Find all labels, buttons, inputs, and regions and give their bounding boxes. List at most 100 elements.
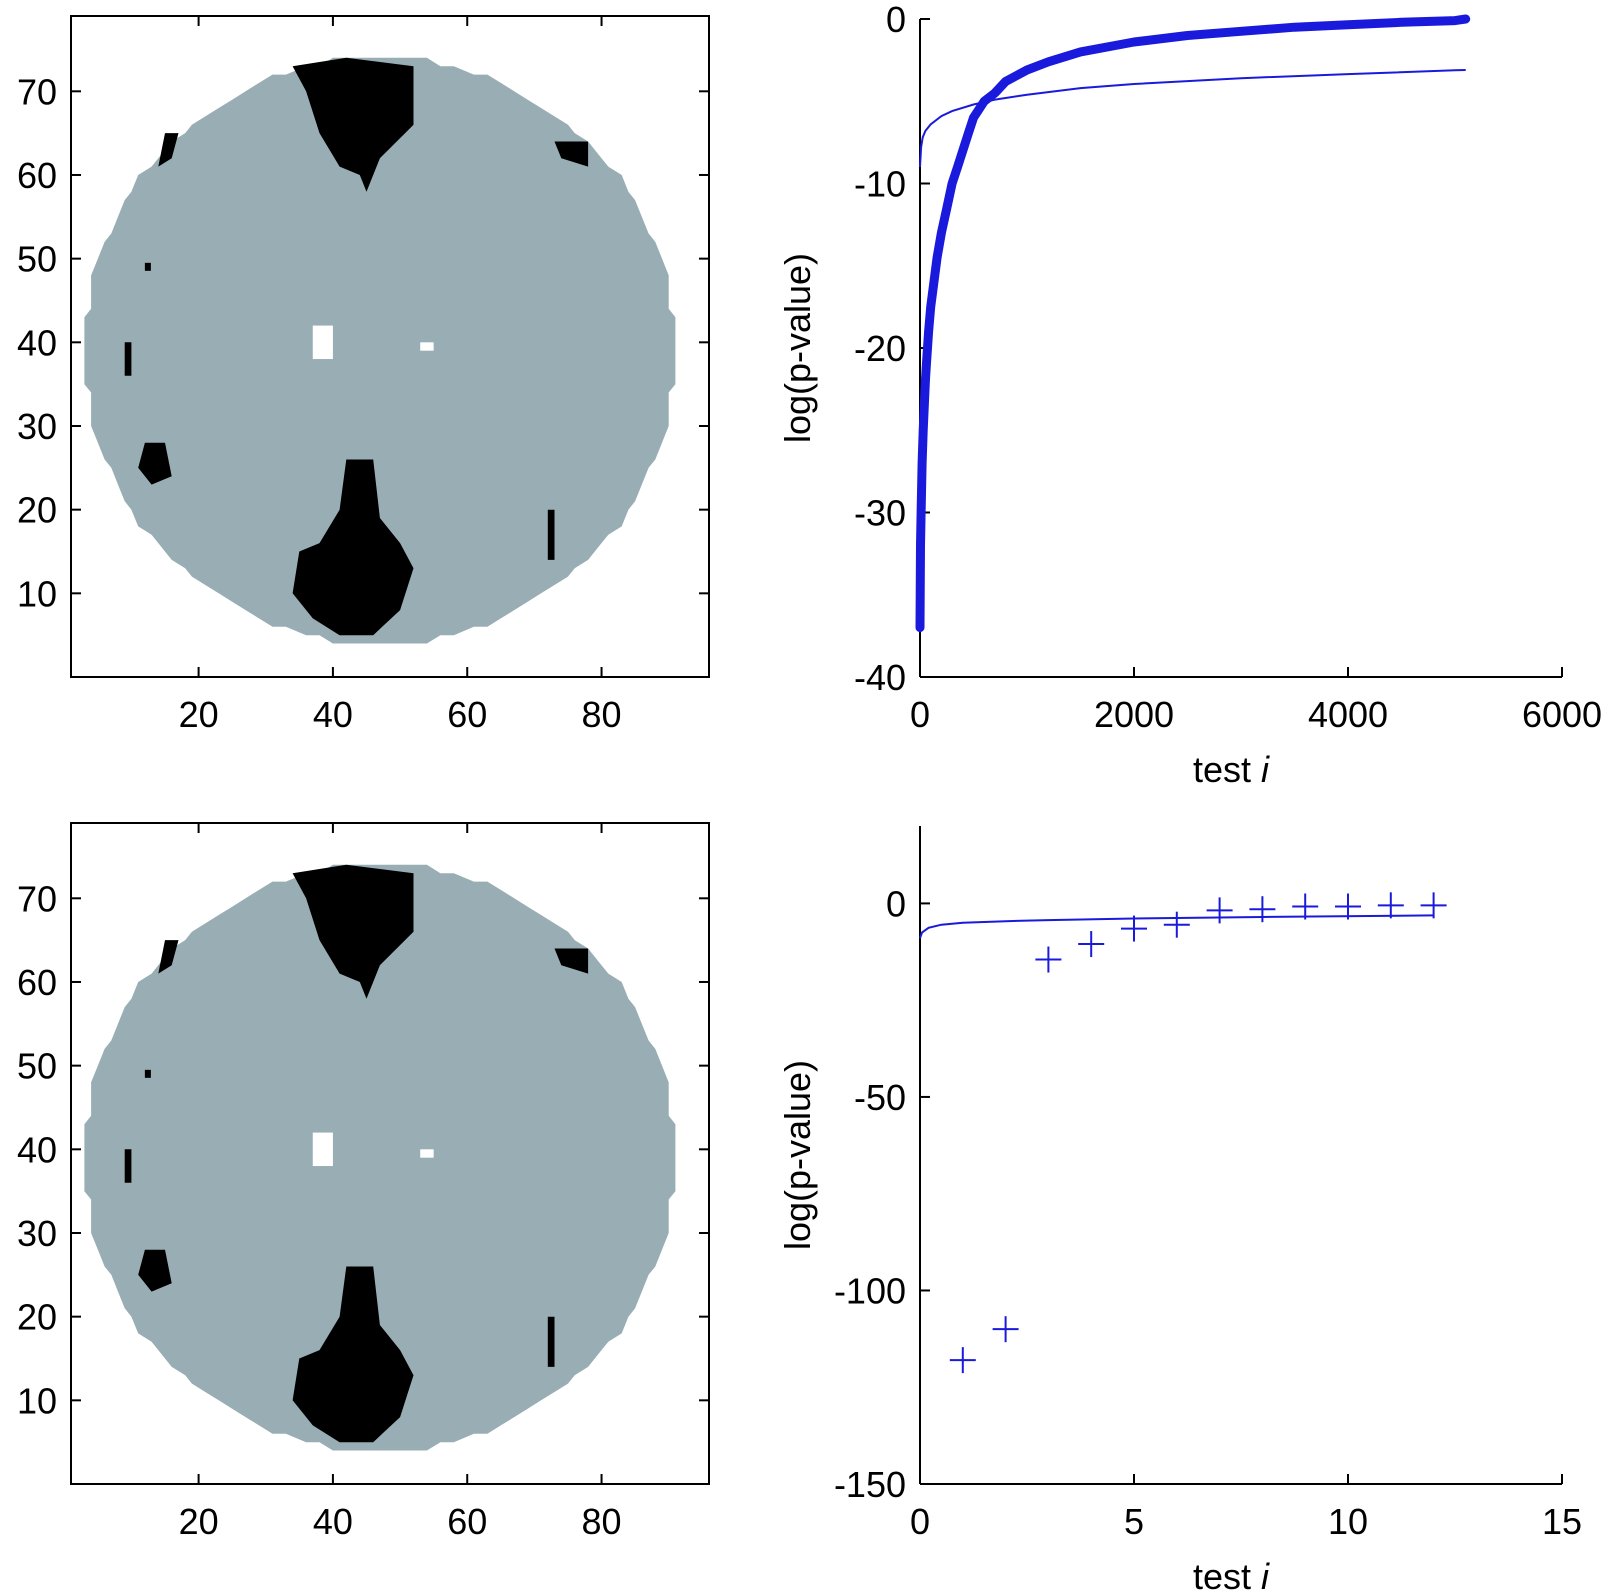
data-point — [1461, 15, 1470, 23]
data-point — [1237, 27, 1245, 36]
y-tick-label: -50 — [854, 1077, 906, 1118]
plus-marker — [1078, 931, 1105, 958]
map-panel-top: 20 40 60 80 10 20 30 40 50 60 70 — [17, 15, 710, 735]
black-cluster — [292, 864, 414, 999]
plus-marker — [1377, 892, 1404, 919]
x-axis-label-text: test — [1193, 1556, 1261, 1596]
y-tick-label: 30 — [17, 1213, 57, 1254]
black-cluster — [138, 442, 172, 485]
series-line — [919, 69, 1466, 168]
plus-marker — [949, 1347, 976, 1374]
data-point — [916, 590, 925, 599]
y-tick-label: 30 — [17, 406, 57, 447]
data-point — [1397, 18, 1406, 27]
black-cluster — [124, 342, 132, 376]
x-tick-label: 60 — [447, 1501, 487, 1542]
black-cluster — [144, 1069, 151, 1078]
data-point — [1023, 66, 1031, 74]
x-tick-label: 80 — [582, 694, 622, 735]
x-tick-label: 20 — [179, 1501, 219, 1542]
y-tick-label: 0 — [886, 883, 906, 924]
hole-left — [312, 1132, 333, 1167]
data-point — [964, 130, 973, 139]
x-axis-label-var: i — [1261, 1556, 1270, 1596]
data-point — [1130, 38, 1138, 46]
y-tick-label: 10 — [17, 573, 57, 614]
y-axis-label: log(p-value) — [777, 253, 818, 443]
y-tick-label: 70 — [17, 878, 57, 919]
data-point — [916, 623, 924, 632]
black-cluster — [124, 1149, 132, 1183]
y-tick-label: 40 — [17, 1129, 57, 1170]
y-tick-label: 0 — [886, 0, 906, 40]
x-tick-label: 0 — [910, 1501, 930, 1542]
gray-region — [84, 57, 676, 644]
y-axis-label: log(p-value) — [777, 1060, 818, 1250]
plot-panel-top: 0 2000 4000 6000 0 -10 -20 -30 -40 test i log(p-va… — [777, 0, 1602, 790]
hole-right — [420, 342, 434, 351]
plus-marker — [1420, 892, 1447, 919]
black-cluster — [554, 141, 589, 167]
data-point — [919, 426, 928, 435]
map-panel-bottom: 20 40 60 80 10 20 30 40 50 60 70 — [17, 822, 710, 1542]
data-point — [918, 459, 927, 468]
black-cluster — [292, 459, 414, 636]
y-tick-label: -40 — [854, 657, 906, 698]
data-point — [969, 113, 978, 122]
series-line-dots — [915, 14, 1471, 633]
hole-right — [420, 1149, 434, 1158]
data-point — [917, 508, 926, 517]
x-tick-label: 2000 — [1094, 694, 1174, 735]
y-tick-label: 20 — [17, 1297, 57, 1338]
y-tick-label: 60 — [17, 962, 57, 1003]
data-point — [948, 179, 957, 188]
y-tick-label: -150 — [834, 1464, 906, 1505]
x-tick-label: 20 — [179, 694, 219, 735]
y-tick-label: 60 — [17, 155, 57, 196]
series-line — [919, 914, 1434, 939]
y-tick-label: 50 — [17, 1046, 57, 1087]
y-tick-label: 70 — [17, 71, 57, 112]
y-tick-label: -100 — [834, 1270, 906, 1311]
x-axis-label-text: test — [1193, 749, 1261, 790]
x-axis-label: test i — [1193, 749, 1270, 790]
y-tick-label: 50 — [17, 239, 57, 280]
data-point — [1344, 20, 1352, 29]
data-point — [1183, 31, 1192, 40]
y-tick-label: -10 — [854, 164, 906, 205]
plus-marker — [1121, 915, 1147, 942]
data-point — [1290, 23, 1299, 32]
data-point — [917, 483, 926, 492]
plot-panel-bottom: 0 5 10 15 0 -50 -100 -150 test i log(p-value) — [777, 826, 1582, 1596]
x-tick-label: 40 — [313, 1501, 353, 1542]
x-tick-label: 15 — [1542, 1501, 1582, 1542]
x-axis-label-var: i — [1261, 749, 1270, 790]
black-cluster — [292, 1266, 414, 1443]
plus-marker — [992, 1316, 1019, 1343]
x-tick-label: 10 — [1328, 1501, 1368, 1542]
hole-left — [312, 325, 333, 360]
y-tick-label: 20 — [17, 490, 57, 531]
data-point — [916, 541, 925, 550]
data-point — [924, 327, 933, 336]
gray-region — [84, 864, 676, 1451]
black-cluster — [158, 940, 179, 974]
y-tick-label: -20 — [854, 328, 906, 369]
data-point — [942, 204, 951, 213]
x-tick-label: 6000 — [1522, 694, 1602, 735]
y-tick-label: 10 — [17, 1380, 57, 1421]
x-tick-label: 40 — [313, 694, 353, 735]
black-cluster — [547, 509, 555, 560]
x-tick-label: 4000 — [1308, 694, 1388, 735]
plus-marker — [1292, 893, 1319, 920]
data-point — [926, 302, 935, 311]
plus-marker — [1335, 893, 1361, 920]
plus-marker — [1206, 897, 1233, 924]
x-tick-label: 5 — [1124, 1501, 1144, 1542]
plus-marker — [1163, 911, 1190, 938]
data-point — [933, 253, 942, 262]
data-point — [922, 360, 931, 369]
data-point — [958, 146, 967, 155]
x-axis-label: test i — [1193, 1556, 1270, 1596]
